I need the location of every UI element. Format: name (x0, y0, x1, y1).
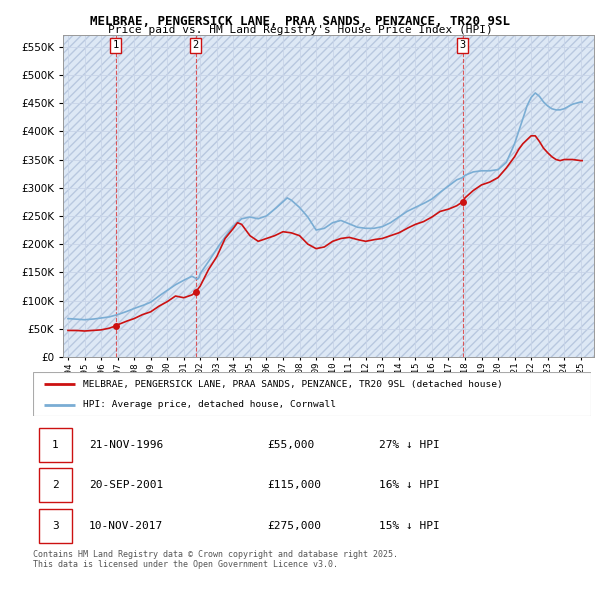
Text: MELBRAE, PENGERSICK LANE, PRAA SANDS, PENZANCE, TR20 9SL: MELBRAE, PENGERSICK LANE, PRAA SANDS, PE… (90, 15, 510, 28)
Text: Price paid vs. HM Land Registry's House Price Index (HPI): Price paid vs. HM Land Registry's House … (107, 25, 493, 35)
Text: 2: 2 (52, 480, 59, 490)
Text: 16% ↓ HPI: 16% ↓ HPI (379, 480, 440, 490)
Text: 3: 3 (52, 520, 59, 530)
Text: MELBRAE, PENGERSICK LANE, PRAA SANDS, PENZANCE, TR20 9SL (detached house): MELBRAE, PENGERSICK LANE, PRAA SANDS, PE… (83, 379, 503, 389)
Text: Contains HM Land Registry data © Crown copyright and database right 2025.
This d: Contains HM Land Registry data © Crown c… (33, 550, 398, 569)
Text: 3: 3 (460, 40, 466, 50)
Bar (38, 509, 72, 543)
Text: 15% ↓ HPI: 15% ↓ HPI (379, 520, 440, 530)
Text: 2: 2 (193, 40, 199, 50)
Text: 20-SEP-2001: 20-SEP-2001 (89, 480, 163, 490)
Bar (38, 468, 72, 502)
Bar (38, 428, 72, 462)
Text: 1: 1 (52, 440, 59, 450)
Text: 10-NOV-2017: 10-NOV-2017 (89, 520, 163, 530)
Text: 1: 1 (112, 40, 119, 50)
Text: HPI: Average price, detached house, Cornwall: HPI: Average price, detached house, Corn… (83, 401, 336, 409)
Text: £115,000: £115,000 (268, 480, 322, 490)
Text: £275,000: £275,000 (268, 520, 322, 530)
Text: 27% ↓ HPI: 27% ↓ HPI (379, 440, 440, 450)
Text: £55,000: £55,000 (268, 440, 314, 450)
Text: 21-NOV-1996: 21-NOV-1996 (89, 440, 163, 450)
